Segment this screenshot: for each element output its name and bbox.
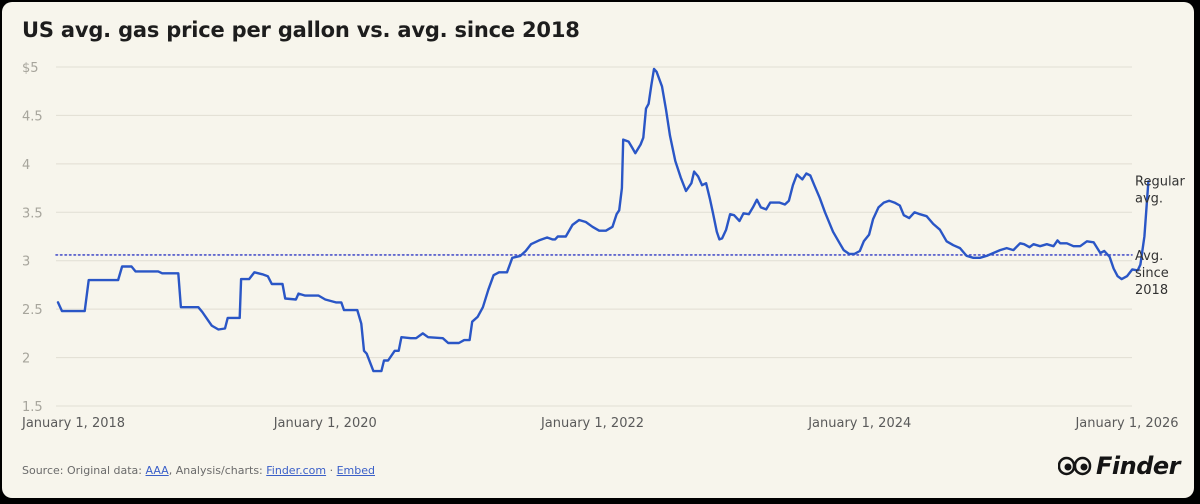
x-axis-tick-labels: January 1, 2018 January 1, 2020 January 1,… bbox=[21, 416, 1179, 431]
y-tick-label: 4 bbox=[22, 158, 30, 173]
series-group bbox=[56, 67, 1150, 373]
source-footer: Source: Original data: AAA, Analysis/cha… bbox=[22, 464, 375, 477]
finder-logo-text: Finder bbox=[1096, 452, 1181, 480]
x-tick-label: January 1, 2026 bbox=[1074, 416, 1178, 431]
y-tick-label: 3.5 bbox=[22, 206, 43, 221]
y-tick-label: 4.5 bbox=[22, 109, 43, 124]
embed-link[interactable]: Embed bbox=[336, 464, 375, 477]
y-tick-label: 3 bbox=[22, 255, 30, 270]
finder-eyes-icon bbox=[1058, 456, 1092, 476]
y-axis-tick-labels: $5 4.5 4 3.5 3 2.5 2 1.5 bbox=[22, 61, 43, 415]
line-chart: $54.543.532.521.5 January 1, 2018 January… bbox=[21, 61, 1186, 431]
grid-lines bbox=[56, 66, 1132, 407]
x-tick-label: January 1, 2024 bbox=[807, 416, 911, 431]
x-tick-label: January 1, 2022 bbox=[540, 416, 644, 431]
aaa-link[interactable]: AAA bbox=[145, 464, 169, 477]
finder-logo[interactable]: Finder bbox=[1058, 452, 1181, 480]
chart-title: US avg. gas price per gallon vs. avg. si… bbox=[22, 18, 580, 42]
regular-avg-label: Regular avg. bbox=[1135, 174, 1186, 206]
chart-card: US avg. gas price per gallon vs. avg. si… bbox=[2, 2, 1194, 498]
y-tick-label: 2.5 bbox=[22, 303, 43, 318]
footer-separator: · bbox=[326, 464, 337, 477]
x-tick-label: January 1, 2020 bbox=[273, 416, 377, 431]
x-tick-label: January 1, 2018 bbox=[21, 416, 125, 431]
avg-since-2018-label: Avg. since 2018 bbox=[1135, 249, 1169, 298]
analysis-text: , Analysis/charts: bbox=[168, 464, 267, 477]
finder-link[interactable]: Finder.com bbox=[266, 464, 327, 477]
source-prefix: Source: Original data: bbox=[22, 464, 146, 477]
series-labels: Regular avg. Avg. since 2018 bbox=[1135, 174, 1186, 298]
y-tick-label: 1.5 bbox=[22, 400, 43, 415]
regular-avg-price-line bbox=[56, 67, 1150, 373]
y-tick-label: 2 bbox=[22, 352, 30, 367]
y-tick-label: $5 bbox=[22, 61, 39, 76]
